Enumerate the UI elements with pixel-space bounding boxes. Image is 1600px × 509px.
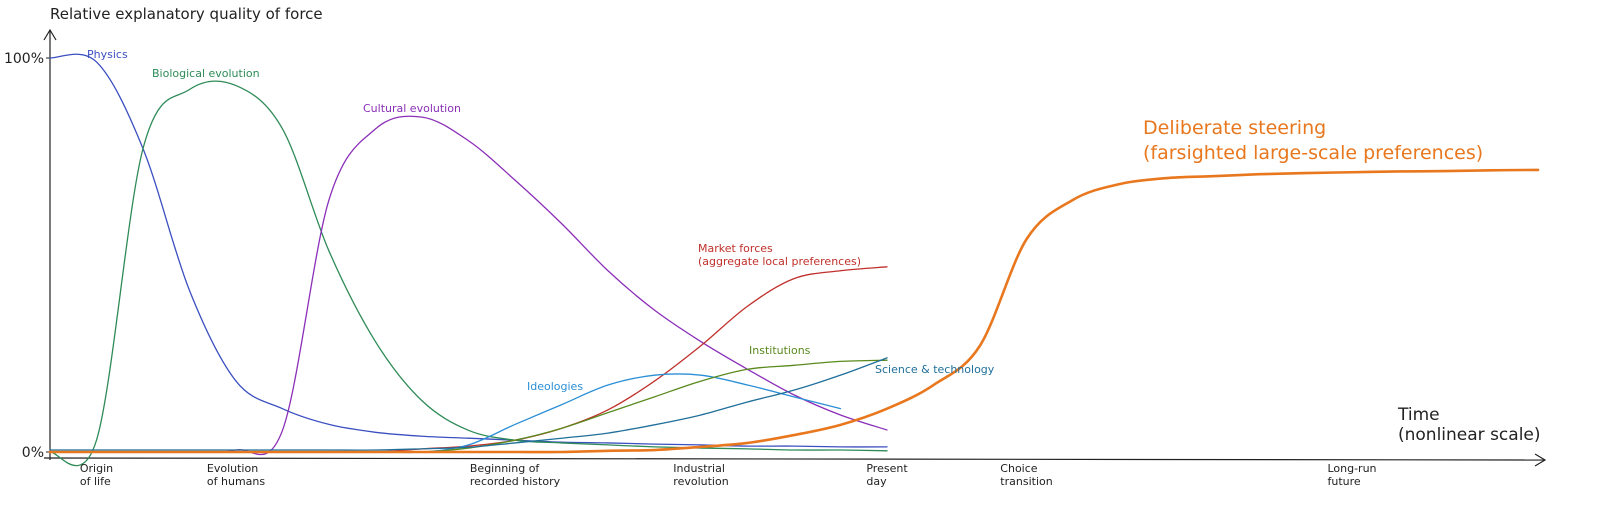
series-line [49, 115, 888, 456]
series-line [49, 373, 842, 454]
series-label: Market forces (aggregate local preferenc… [698, 242, 862, 268]
x-tick-label: Evolution of humans [206, 462, 266, 488]
x-tick-label: Industrial revolution [673, 462, 729, 488]
series-label: Institutions [749, 344, 811, 357]
y-tick-label: 0% [22, 445, 44, 461]
x-tick-label: Long-run future [1327, 462, 1377, 488]
series-label: Physics [87, 48, 128, 61]
series-line [49, 53, 888, 448]
series-line [49, 266, 888, 453]
series-line [49, 80, 888, 467]
series-line [48, 168, 1540, 454]
x-tick-label: Present day [866, 462, 908, 488]
series-label: Cultural evolution [363, 102, 461, 115]
x-axis [43, 457, 1546, 461]
x-axis-arrow [1534, 453, 1547, 467]
series-label: Science & technology [875, 363, 995, 376]
x-tick-label: Beginning of recorded history [469, 462, 561, 488]
series-line [49, 357, 888, 451]
series-label: Biological evolution [152, 67, 260, 80]
y-axis-label: Relative explanatory quality of force [50, 5, 323, 23]
x-axis-label: Time (nonlinear scale) [1398, 405, 1541, 445]
x-tick-label: Choice transition [1000, 462, 1053, 488]
x-tick-label: Origin of life [79, 462, 114, 488]
y-tick-label: 100% [4, 51, 44, 67]
y-axis-arrow [43, 28, 57, 41]
series-label: Deliberate steering (farsighted large-sc… [1143, 117, 1484, 164]
series-label: Ideologies [527, 380, 584, 393]
